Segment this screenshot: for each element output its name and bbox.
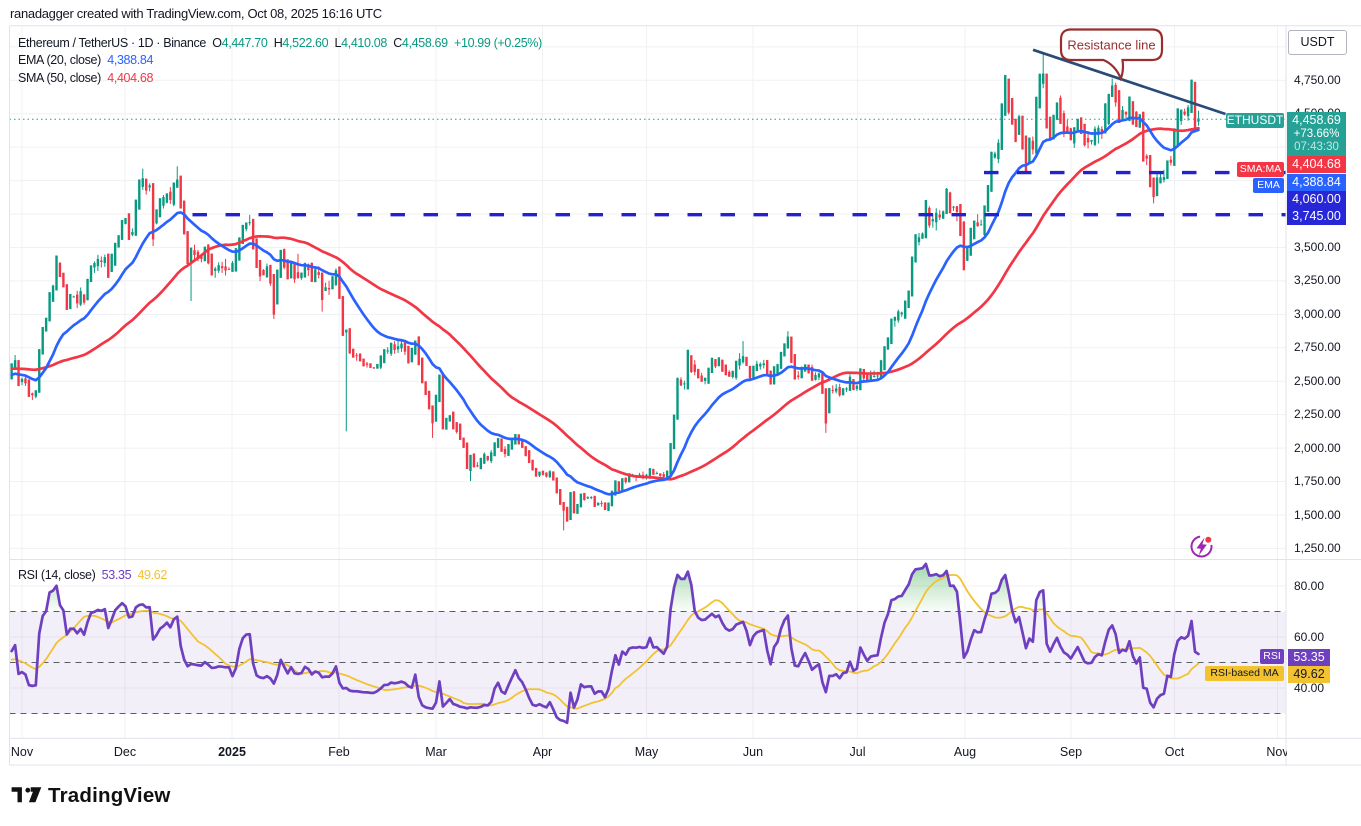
svg-text:TradingView: TradingView <box>48 784 171 807</box>
svg-text:Resistance line: Resistance line <box>1067 38 1155 53</box>
